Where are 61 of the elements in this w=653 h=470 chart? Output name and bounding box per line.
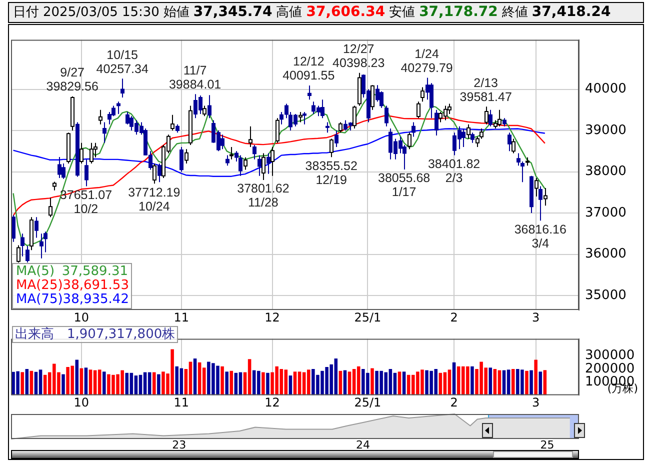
bar <box>102 372 106 396</box>
annotation: 37712.19 10/24 <box>128 185 180 214</box>
bar <box>538 372 542 396</box>
bar <box>530 370 533 396</box>
text: MA(75) <box>16 292 63 307</box>
bar <box>306 370 310 396</box>
x-tick-label: 10 <box>74 396 90 410</box>
x-tick-label: 24 <box>356 438 370 452</box>
bar <box>230 370 234 396</box>
bar <box>152 372 156 396</box>
x-tick-label: 25/1 <box>354 396 382 410</box>
x-tick-label: 2 <box>450 310 458 324</box>
y-tick-label: 36000 <box>585 246 626 262</box>
annotation: 36816.16 3/4 <box>514 222 566 250</box>
annotation: 38,935.42 <box>62 292 129 307</box>
x-tick-label: 10 <box>74 310 90 324</box>
annotation: 2/13 39581.47 <box>460 76 512 104</box>
bar <box>266 372 270 396</box>
annotation: 37,589.31 <box>62 264 128 279</box>
annotation: 10/15 40257.34 <box>96 48 148 76</box>
annotation: 38355.52 12/19 <box>305 158 358 187</box>
chart-title: 出来高 1,907,317,800株 <box>12 326 178 343</box>
bar <box>157 374 160 396</box>
bar <box>225 372 228 396</box>
text: MA(25) <box>16 278 63 293</box>
series-label: MA(5) <box>16 264 55 279</box>
bar <box>62 374 65 396</box>
x-tick-label: 12 <box>264 310 280 324</box>
annotation: 11/7 39884.01 <box>168 63 222 92</box>
chart-title: 日付 2025/03/05 15:30 始値 37,345.74 高値 37,606.34 安値 37,178.72 終値 37,418.24 <box>13 4 611 20</box>
bar <box>356 366 360 396</box>
x-tick-label: 2 <box>450 396 458 410</box>
x-tick-label: 12 <box>264 396 280 410</box>
bar <box>534 360 538 396</box>
bar <box>220 366 224 396</box>
x-tick-label: 23 <box>172 438 186 452</box>
annotation: 37801.62 11/28 <box>237 182 290 210</box>
y-tick-label: 200000 <box>585 361 635 376</box>
annotation: 1/24 40279.79 <box>400 46 453 75</box>
x-tick-label: 3 <box>532 396 540 410</box>
y-tick-label: 37000 <box>585 205 626 220</box>
annotation: 12/27 40398.23 <box>332 42 385 70</box>
annotation: 38,691.53 <box>62 278 129 293</box>
annotation: 38055.68 1/17 <box>378 171 430 200</box>
y-tick-label: 35000 <box>585 288 626 303</box>
x-tick-label: 3 <box>532 310 540 324</box>
y-tick-label: 40000 <box>585 82 626 97</box>
x-tick-label: 25/1 <box>354 310 382 324</box>
bar <box>262 372 265 396</box>
bar <box>470 366 474 396</box>
y-tick-label: 300000 <box>585 348 635 364</box>
x-tick-label: 11 <box>174 396 190 410</box>
bar <box>16 371 20 396</box>
bar <box>370 368 374 396</box>
x-tick-label: 25 <box>540 438 554 452</box>
bar <box>125 372 129 396</box>
bar <box>525 370 528 396</box>
y-tick-label: 39000 <box>585 122 626 138</box>
x-tick-label: 11 <box>174 310 190 324</box>
y-tick-label: 38000 <box>585 164 626 180</box>
bar <box>20 372 24 396</box>
